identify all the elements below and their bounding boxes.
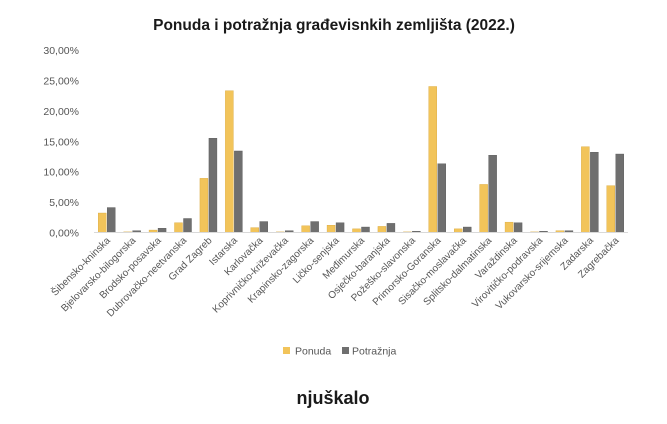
bar-potraznja xyxy=(259,221,268,233)
bar-ponuda xyxy=(606,185,615,233)
bar-potraznja xyxy=(488,155,497,233)
y-tick-label: 25,00% xyxy=(43,75,79,87)
y-tick-label: 5,00% xyxy=(49,197,79,209)
bar-potraznja xyxy=(107,207,116,233)
njuskalo-logo: njuškalo xyxy=(296,388,369,408)
bar-ponuda xyxy=(174,222,183,233)
bar-ponuda xyxy=(250,227,259,233)
bar-ponuda xyxy=(326,224,336,233)
y-tick-label: 0,00% xyxy=(49,228,79,240)
bar-ponuda xyxy=(454,228,463,233)
y-tick-label: 15,00% xyxy=(43,136,79,148)
bar-ponuda xyxy=(98,212,107,233)
bar-ponuda xyxy=(225,90,234,233)
x-axis-labels: Šibensko-kninskaBjelovarsko-bilogorskaBr… xyxy=(48,234,621,320)
bar-potraznja xyxy=(615,153,624,233)
legend-swatch-ponuda xyxy=(283,347,290,354)
legend-label-ponuda: Ponuda xyxy=(295,346,331,358)
bar-potraznja xyxy=(310,221,319,233)
chart-title: Ponuda i potražnja građevisnkih zemljišt… xyxy=(153,17,515,34)
bar-potraznja xyxy=(208,138,218,233)
bar-ponuda xyxy=(581,146,590,233)
bar-ponuda xyxy=(301,225,310,233)
bar-potraznja xyxy=(437,163,446,233)
bar-potraznja xyxy=(157,228,167,233)
bar-potraznja xyxy=(590,151,599,233)
bar-ponuda xyxy=(479,184,488,233)
bar-potraznja xyxy=(183,218,192,233)
bar-ponuda xyxy=(428,86,437,233)
legend-label-potraznja: Potražnja xyxy=(352,346,397,358)
bar-ponuda xyxy=(377,226,387,233)
bar-potraznja xyxy=(234,150,243,233)
bars xyxy=(98,86,624,233)
bar-ponuda xyxy=(352,228,361,233)
bar-potraznja xyxy=(463,226,472,233)
legend: Ponuda Potražnja xyxy=(283,346,397,358)
bar-ponuda xyxy=(504,221,514,233)
bar-ponuda xyxy=(199,178,209,233)
bar-potraznja xyxy=(386,223,396,233)
legend-swatch-potraznja xyxy=(342,347,349,354)
y-tick-label: 10,00% xyxy=(43,167,79,179)
bar-potraznja xyxy=(513,222,523,233)
bar-potraznja xyxy=(361,226,370,233)
y-tick-label: 30,00% xyxy=(43,45,79,57)
bar-potraznja xyxy=(335,222,345,233)
y-axis: 0,00% 5,00% 10,00% 15,00% 20,00% 25,00% 30,00% xyxy=(43,45,79,240)
y-tick-label: 20,00% xyxy=(43,106,79,118)
